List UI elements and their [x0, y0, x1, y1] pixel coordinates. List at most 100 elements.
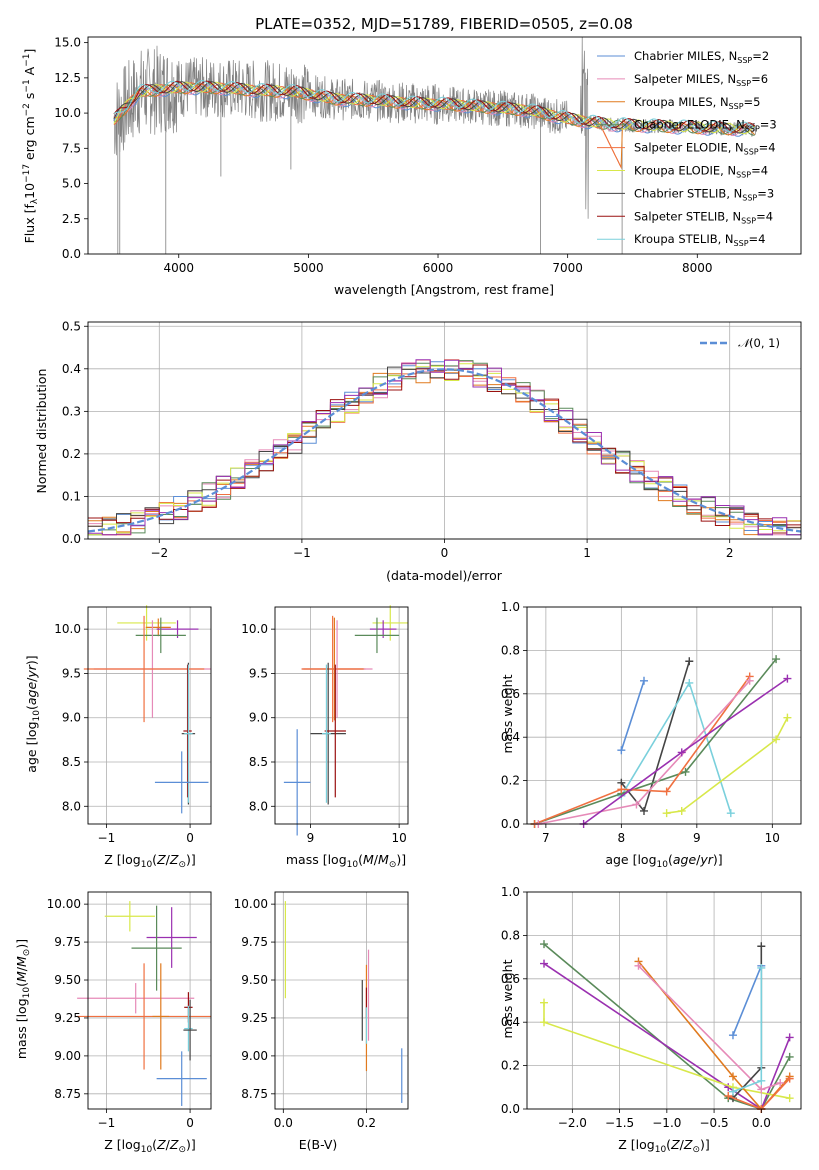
weight-marker [617, 785, 626, 794]
x-tick-label: 8000 [682, 261, 713, 275]
spectrum-xlabel: wavelength [Angstrom, rest frame] [334, 282, 554, 297]
x-tick-label: −1.5 [605, 1116, 634, 1130]
weight-marker [726, 809, 735, 818]
weight_vs_Z-ticks: −2.0 −1.5 −1.0 −0.5 0.0 0.0 0.2 0.4 0.6 0.8 1.0 [501, 885, 771, 1130]
y-tick-label: 5.0 [62, 177, 81, 191]
x-tick-label: 5000 [293, 261, 324, 275]
y-tick-label: 0.4 [501, 1015, 520, 1029]
y-tick-label: 2.5 [62, 212, 81, 226]
weight-line [620, 680, 645, 751]
weight-marker [728, 1031, 737, 1040]
weight-vs-Z-ylabel: mass weight [500, 959, 515, 1038]
weight-line [543, 962, 791, 1111]
weight-marker [540, 998, 549, 1007]
x-tick-label: 9 [307, 831, 315, 845]
y-tick-label: 10.00 [234, 897, 268, 911]
x-tick-label: 4000 [163, 261, 194, 275]
y-tick-label: 0.6 [501, 972, 520, 986]
age-vs-Z-xlabel: Z [log10(Z/Z⊙)] [104, 852, 196, 870]
weight-marker [785, 1033, 794, 1042]
x-tick-label: 8 [618, 831, 626, 845]
x-tick-label: 0 [441, 546, 449, 560]
y-tick-label: 8.5 [62, 755, 81, 769]
weight-marker [540, 1018, 549, 1027]
legend-label: Chabrier ELODIE, NSSP=3 [634, 118, 777, 134]
weight-marker [785, 1094, 794, 1103]
y-tick-label: 0.5 [62, 319, 81, 333]
spectrum-legend: Chabrier MILES, NSSP=2 Salpeter MILES, NS… [597, 49, 777, 248]
weight_vs_age-marks [530, 655, 792, 828]
spectrum-panel: 4000 5000 6000 7000 8000 0.0 2.5 5.0 7.5 10.0 12.5… [22, 15, 802, 297]
y-tick-label: 0.0 [501, 817, 520, 831]
age_vs_mass-marks [283, 605, 408, 836]
x-tick-label: −1 [98, 831, 116, 845]
weight-marker [634, 961, 643, 970]
residual-panel: −2 −1 0 1 2 0.0 0.1 0.2 0.3 0.4 0.5 (data-model)/e… [34, 319, 802, 583]
y-tick-label: 15.0 [54, 36, 81, 50]
age_vs_mass-ticks: 9 10 8.0 8.5 9.0 9.5 10.0 [241, 622, 406, 845]
x-tick-label: 0.0 [752, 1116, 771, 1130]
weight-marker [685, 678, 694, 687]
weight-line [732, 965, 763, 1036]
weight-marker [617, 746, 626, 755]
mass_vs_EBV-frame [274, 891, 409, 1110]
y-tick-label: 9.5 [249, 666, 268, 680]
weight-marker [757, 1085, 766, 1094]
y-tick-label: 10.0 [241, 622, 268, 636]
mass_vs_Z-grid [88, 892, 211, 1109]
y-tick-label: 1.0 [501, 885, 520, 899]
x-tick-label: 10 [391, 831, 406, 845]
y-tick-label: 9.00 [54, 1049, 81, 1063]
mass_vs_Z-ticks: −1 0 8.75 9.00 9.25 9.50 9.75 10.00 [47, 897, 194, 1130]
x-tick-label: −1 [293, 546, 311, 560]
weight-line [534, 675, 751, 825]
model-spectrum-kroupa-stelib [113, 80, 756, 133]
weight-marker [783, 713, 792, 722]
y-tick-label: 0.2 [501, 1059, 520, 1073]
weight-vs-age-panel: 7 8 9 10 0.0 0.2 0.4 0.6 0.8 1.0 [501, 600, 802, 845]
x-tick-label: −1 [98, 1116, 116, 1130]
mass_vs_Z-frame [87, 891, 212, 1110]
y-tick-label: 0.2 [501, 774, 520, 788]
age_vs_mass-grid [275, 607, 408, 824]
weight-marker [724, 1091, 733, 1100]
x-tick-label: 0.0 [274, 1116, 293, 1130]
legend-label: Chabrier STELIB, NSSP=3 [634, 186, 774, 202]
y-tick-label: 0.0 [62, 532, 81, 546]
weight-marker [772, 655, 781, 664]
y-tick-label: 0.2 [62, 447, 81, 461]
y-tick-label: 1.0 [501, 600, 520, 614]
model-spectrum-salpeter-stelib [113, 80, 756, 133]
weight-marker [745, 676, 754, 685]
weight_vs_age-ticks: 7 8 9 10 0.0 0.2 0.4 0.6 0.8 1.0 [501, 600, 780, 845]
legend-label: Kroupa STELIB, NSSP=4 [634, 232, 765, 248]
y-tick-label: 0.6 [501, 687, 520, 701]
y-tick-label: 10.0 [54, 106, 81, 120]
y-tick-label: 8.0 [249, 799, 268, 813]
legend-label: Salpeter MILES, NSSP=6 [634, 72, 768, 88]
mass-vs-Z-ylabel: mass [log10(M/M⊙)] [14, 939, 32, 1059]
legend-label: Salpeter STELIB, NSSP=4 [634, 209, 773, 225]
y-tick-label: 8.75 [241, 1087, 268, 1101]
y-tick-label: 0.8 [501, 928, 520, 942]
x-tick-label: 0 [186, 831, 194, 845]
histogram-purple [88, 359, 801, 536]
x-tick-label: 2 [726, 546, 734, 560]
normal-legend-label: 𝒩(0, 1) [738, 336, 780, 350]
weight-vs-age-ylabel: mass weight [500, 674, 515, 753]
weight-marker [677, 748, 686, 757]
legend-label: Salpeter ELODIE, NSSP=4 [634, 141, 776, 157]
y-tick-label: 0.4 [62, 362, 81, 376]
y-tick-label: 9.75 [54, 935, 81, 949]
y-tick-label: 0.4 [501, 730, 520, 744]
age-vs-mass-xlabel: mass [log10(M/M⊙)] [286, 852, 406, 870]
x-tick-label: 10 [765, 831, 780, 845]
weight-marker [681, 767, 690, 776]
age_vs_mass-frame [274, 606, 409, 825]
mass-vs-Z-panel: −1 0 8.75 9.00 9.25 9.50 9.75 10.00 [47, 891, 212, 1130]
y-tick-label: 9.0 [62, 711, 81, 725]
y-tick-label: 9.50 [241, 973, 268, 987]
weight-marker [776, 1078, 785, 1087]
residual-xlabel: (data-model)/error [386, 568, 503, 583]
weight-line [538, 680, 751, 825]
